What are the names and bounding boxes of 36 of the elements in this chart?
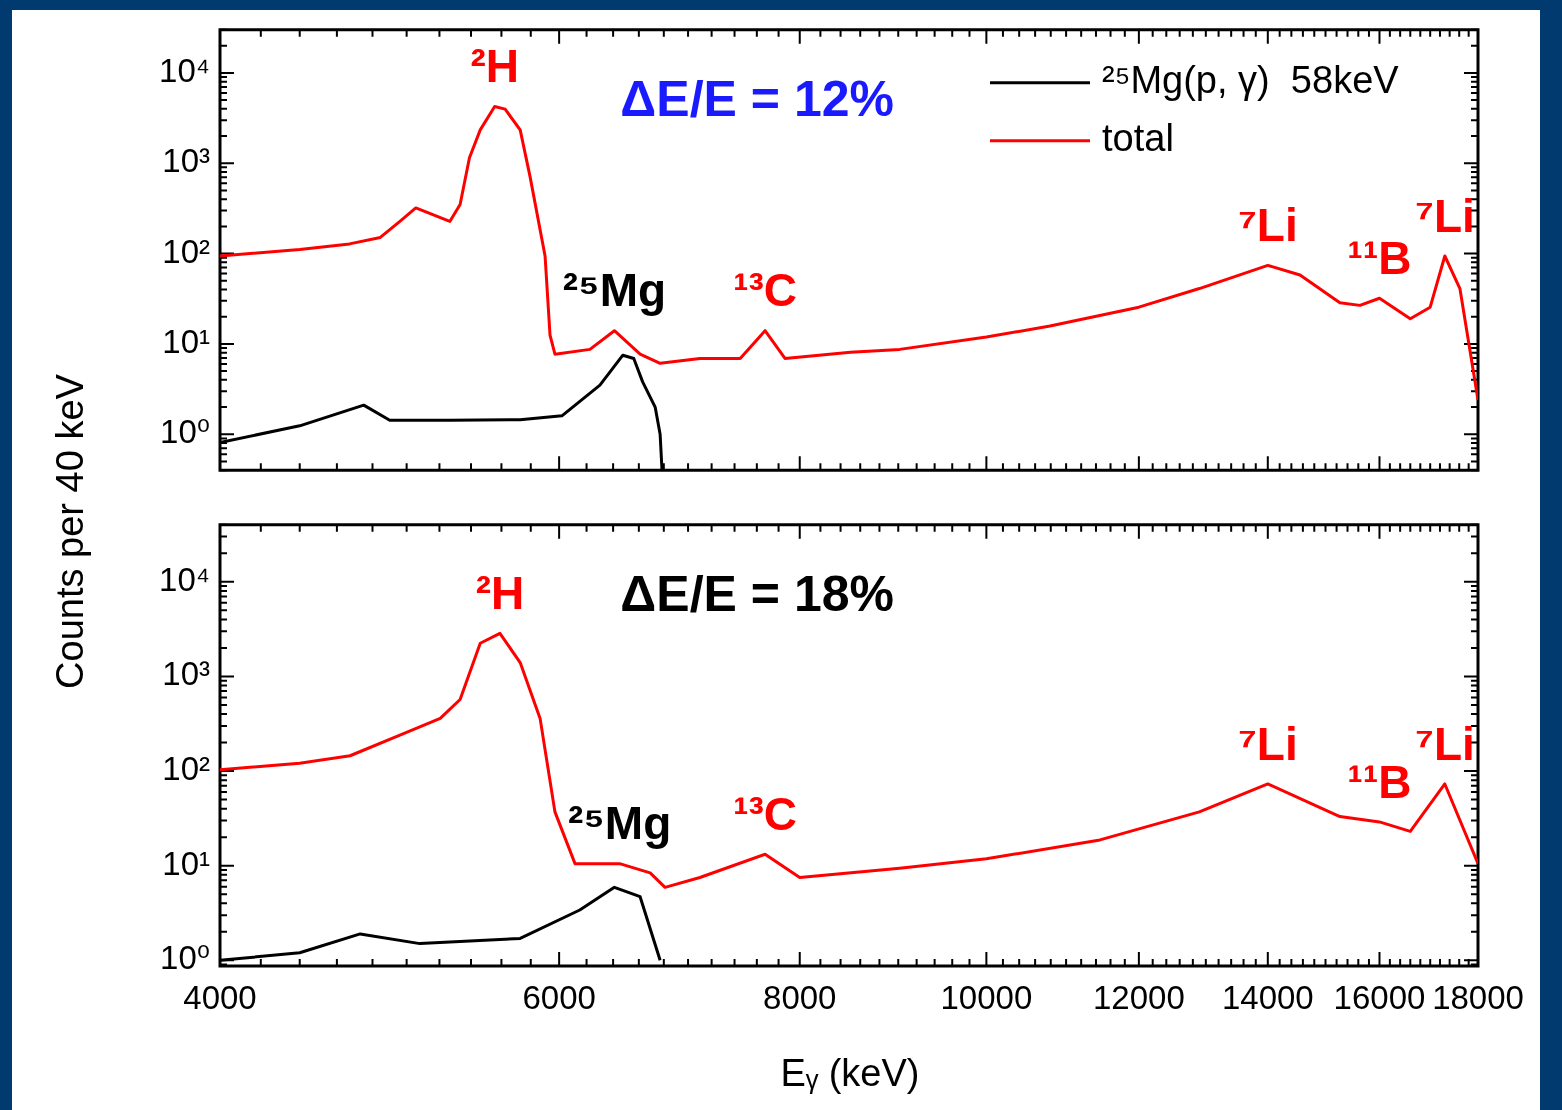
x-tick-label: 6000 bbox=[522, 978, 596, 1016]
x-tick-label: 16000 bbox=[1333, 978, 1426, 1016]
y-axis-title: Counts per 40 keV bbox=[48, 373, 92, 691]
annotation: ²⁵Mg bbox=[562, 264, 667, 317]
annotation: ⁷Li bbox=[1237, 199, 1298, 252]
legend-label: total bbox=[1102, 117, 1174, 160]
y-tick-label: 10⁰ bbox=[160, 939, 210, 977]
annotation: ²⁵Mg bbox=[567, 797, 672, 850]
y-tick-label: 10² bbox=[162, 232, 210, 270]
y-tick-label: 10⁰ bbox=[160, 413, 210, 451]
x-tick-label: 14000 bbox=[1221, 978, 1314, 1016]
annotation: ⁷Li bbox=[1414, 717, 1475, 770]
y-tick-label: 10¹ bbox=[162, 323, 210, 361]
x-tick-label: 18000 bbox=[1432, 978, 1524, 1016]
annotation: ²H bbox=[470, 40, 519, 93]
annotation: ²H bbox=[475, 567, 525, 620]
annotation: ⁷Li bbox=[1414, 189, 1475, 242]
annotation: ¹¹B bbox=[1347, 231, 1412, 284]
y-tick-label: 10⁴ bbox=[159, 560, 210, 598]
annotation: ¹¹B bbox=[1347, 755, 1412, 808]
x-tick-label: 4000 bbox=[183, 978, 257, 1016]
x-tick-label: 12000 bbox=[1092, 978, 1185, 1016]
x-tick-label: 10000 bbox=[940, 978, 1033, 1016]
y-tick-label: 10⁴ bbox=[159, 52, 210, 89]
y-tick-label: 10³ bbox=[162, 655, 210, 693]
y-tick-label: 10³ bbox=[162, 142, 210, 180]
annotation: ¹³C bbox=[733, 264, 797, 317]
legend-label: ²⁵Mg(p, γ) 58keV bbox=[1102, 59, 1400, 102]
annotation: ¹³C bbox=[733, 787, 797, 840]
text: ΔE/E = 18% bbox=[620, 565, 894, 622]
y-tick-label: 10¹ bbox=[162, 844, 210, 882]
annotation: ⁷Li bbox=[1237, 717, 1298, 770]
y-tick-label: 10² bbox=[162, 750, 210, 788]
x-tick-label: 8000 bbox=[763, 978, 837, 1016]
text: ΔE/E = 12% bbox=[620, 70, 894, 127]
x-axis-title: Eᵧ (keV) bbox=[779, 1052, 921, 1095]
